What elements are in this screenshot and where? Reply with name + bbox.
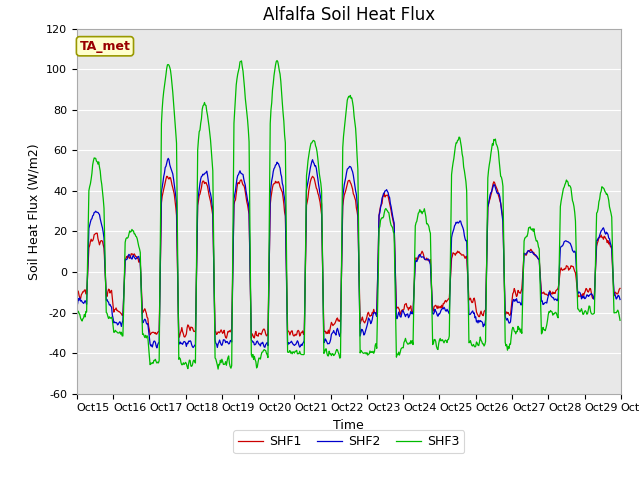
X-axis label: Time: Time bbox=[333, 419, 364, 432]
Title: Alfalfa Soil Heat Flux: Alfalfa Soil Heat Flux bbox=[263, 6, 435, 24]
SHF2 bbox=[224, 340, 232, 346]
Y-axis label: Soil Heat Flux (W/m2): Soil Heat Flux (W/m2) bbox=[28, 143, 40, 279]
SHF1 bbox=[616, 286, 624, 291]
SHF1 bbox=[194, 203, 202, 208]
SHF3 bbox=[139, 332, 147, 337]
SHF1 bbox=[416, 252, 424, 258]
SHF1 bbox=[223, 332, 231, 338]
SHF1 bbox=[223, 335, 230, 341]
SHF3 bbox=[616, 317, 624, 323]
SHF3 bbox=[214, 366, 222, 372]
SHF3 bbox=[273, 58, 281, 63]
SHF3 bbox=[73, 309, 81, 314]
SHF2 bbox=[616, 297, 624, 302]
SHF1 bbox=[73, 287, 81, 293]
Line: SHF2: SHF2 bbox=[77, 158, 620, 348]
SHF2 bbox=[73, 303, 81, 309]
Line: SHF3: SHF3 bbox=[77, 60, 620, 369]
SHF3 bbox=[432, 338, 440, 344]
SHF2 bbox=[416, 252, 424, 257]
SHF2 bbox=[83, 301, 90, 307]
Line: SHF1: SHF1 bbox=[77, 176, 620, 338]
SHF3 bbox=[83, 309, 90, 315]
SHF3 bbox=[194, 147, 202, 153]
SHF1 bbox=[139, 310, 147, 316]
SHF2 bbox=[432, 308, 440, 314]
Legend: SHF1, SHF2, SHF3: SHF1, SHF2, SHF3 bbox=[234, 430, 464, 453]
SHF1 bbox=[83, 291, 90, 297]
SHF2 bbox=[164, 156, 172, 161]
SHF3 bbox=[223, 358, 231, 364]
SHF1 bbox=[308, 173, 316, 179]
SHF2 bbox=[139, 320, 147, 326]
SHF2 bbox=[153, 345, 161, 351]
Text: TA_met: TA_met bbox=[79, 40, 131, 53]
SHF3 bbox=[416, 207, 424, 213]
SHF2 bbox=[195, 186, 203, 192]
SHF1 bbox=[432, 302, 440, 308]
